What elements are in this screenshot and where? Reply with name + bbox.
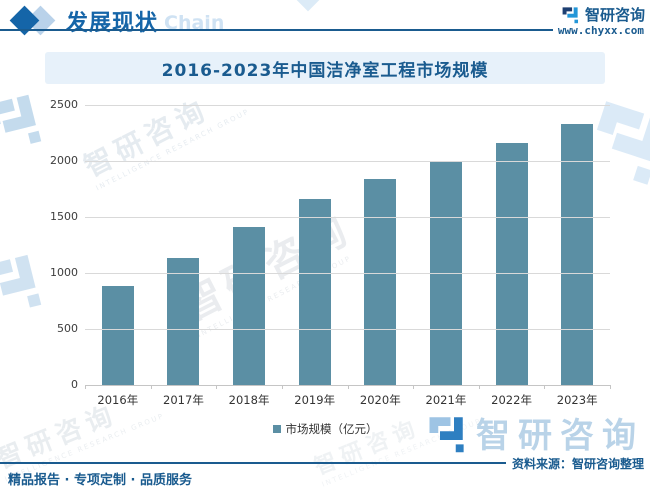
bar-slot	[479, 105, 545, 385]
gridline	[85, 161, 610, 162]
services-tagline: 精品报告 · 专项定制 · 品质服务	[8, 473, 192, 487]
backdrop-word: Chain	[164, 12, 225, 34]
watermark-diamond-top	[296, 0, 320, 12]
bar-slot	[151, 105, 217, 385]
y-tick-label: 1500	[50, 210, 78, 223]
bar-2022年	[495, 143, 528, 385]
y-axis-labels: 0 500 1000 1500 2000 2500	[30, 98, 78, 391]
source-row: 资料来源：智研咨询整理	[0, 455, 644, 471]
y-tick-label: 1000	[50, 266, 78, 279]
data-source: 资料来源：智研咨询整理	[511, 456, 644, 471]
y-tick-label: 500	[57, 322, 78, 335]
bar-2020年	[364, 178, 397, 385]
x-tick-label: 2022年	[491, 393, 532, 407]
gridline	[85, 217, 610, 218]
website-url: www.chyxx.com	[557, 24, 644, 37]
x-tick-label: 2023年	[556, 393, 598, 407]
x-tick-label: 2020年	[359, 393, 401, 407]
bar-slot	[413, 105, 479, 385]
gridline	[85, 273, 610, 274]
bar-2023年	[561, 124, 594, 385]
x-tick-label: 2019年	[294, 393, 336, 407]
x-axis-tick	[347, 385, 349, 389]
bar-2018年	[233, 227, 266, 385]
bar-2017年	[167, 258, 200, 385]
gridline	[85, 105, 610, 106]
bar-2016年	[101, 286, 134, 385]
x-tick-label: 2021年	[425, 393, 467, 407]
bar-slot	[85, 105, 151, 385]
x-axis-tick	[281, 385, 283, 389]
bar-slot	[216, 105, 282, 385]
footer-divider	[0, 462, 506, 464]
bar-slot	[348, 105, 414, 385]
brand-name: 智研咨询	[584, 6, 645, 24]
legend-swatch	[272, 425, 281, 433]
header-divider	[0, 29, 553, 31]
x-tick-label: 2017年	[163, 393, 204, 407]
x-axis-tick	[216, 385, 218, 389]
gridline	[85, 329, 610, 330]
x-axis-line	[85, 385, 611, 389]
zhiyan-logo-icon	[562, 7, 579, 24]
plot-area	[85, 105, 611, 389]
section-diamond-icon	[9, 5, 62, 36]
bars-row	[85, 105, 610, 385]
header: 发展现状 Chain	[9, 5, 225, 37]
x-tick-label: 2016年	[97, 393, 139, 407]
bar-slot	[282, 105, 348, 385]
x-axis-labels: 2016年 2017年 2018年 2019年 2020年 2021年 2022年 2023年	[85, 392, 610, 408]
bar-2019年	[298, 199, 331, 385]
x-tick-label: 2018年	[228, 393, 270, 407]
header-brand: 智研咨询	[561, 4, 645, 25]
x-axis-tick	[150, 385, 152, 389]
x-axis-tick	[610, 385, 611, 389]
legend-label: 市场规模（亿元）	[285, 422, 378, 436]
section-title: 发展现状	[66, 11, 159, 36]
x-axis-tick	[413, 385, 415, 389]
chart-title: 2016-2023年中国洁净室工程市场规模	[161, 60, 489, 81]
x-axis-tick	[544, 385, 546, 389]
y-tick-label: 2000	[50, 154, 78, 167]
x-axis-tick	[478, 385, 480, 389]
x-axis-tick	[85, 385, 86, 389]
chart-title-banner: 2016-2023年中国洁净室工程市场规模	[45, 52, 605, 84]
y-tick-label: 2500	[50, 98, 78, 111]
y-tick-label: 0	[71, 378, 78, 391]
chart-legend: 市场规模（亿元）	[0, 421, 650, 437]
bar-slot	[544, 105, 610, 385]
